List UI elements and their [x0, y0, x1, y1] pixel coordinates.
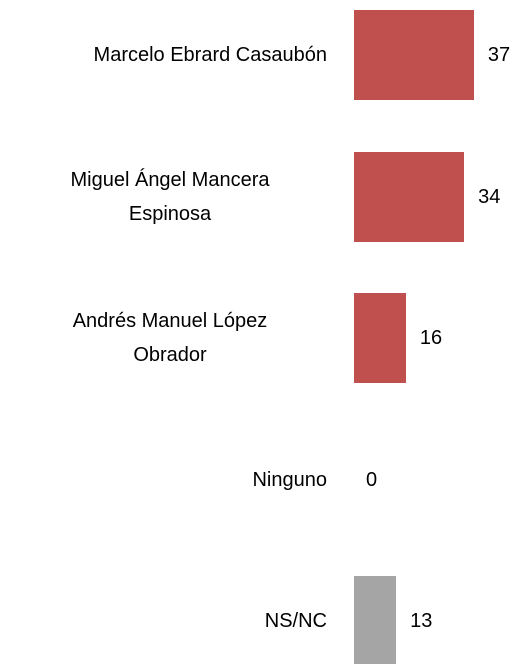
bar [354, 293, 406, 383]
value-label: 37 [487, 44, 511, 66]
category-label: Ninguno [252, 468, 327, 491]
bar [354, 10, 474, 100]
value-label: 34 [478, 185, 501, 208]
value-label: 16 [419, 327, 443, 349]
category-label: NS/NC [264, 610, 327, 632]
category-label: Andrés Manuel López Obrador [72, 310, 268, 366]
category-label: Miguel Ángel Mancera Espinosa [70, 168, 270, 225]
category-label: Marcelo Ebrard Casaubón [93, 44, 327, 66]
bar [354, 576, 397, 664]
bar [354, 151, 465, 242]
value-label: 13 [410, 610, 433, 632]
value-label: 0 [366, 468, 378, 491]
